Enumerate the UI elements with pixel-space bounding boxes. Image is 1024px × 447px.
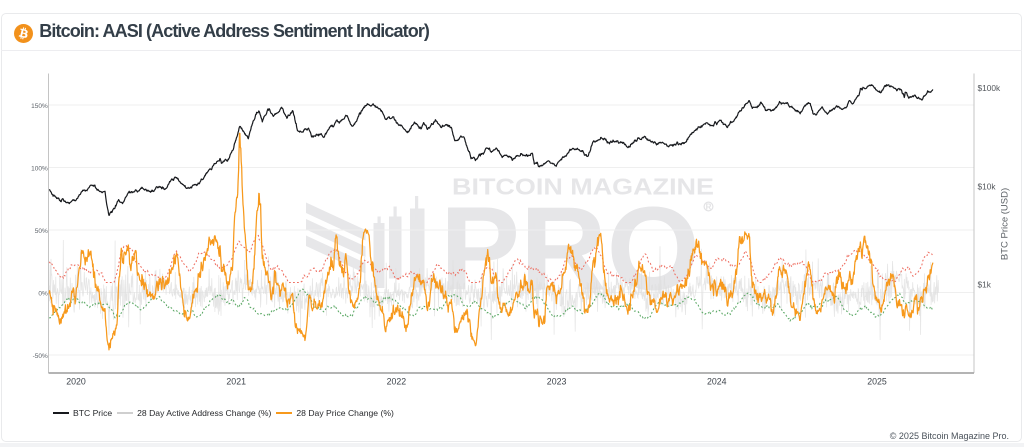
svg-text:2023: 2023 bbox=[547, 377, 567, 387]
svg-text:2021: 2021 bbox=[226, 377, 246, 387]
svg-text:2025: 2025 bbox=[867, 377, 887, 387]
svg-text:100%: 100% bbox=[31, 165, 48, 172]
svg-text:0%: 0% bbox=[38, 290, 48, 297]
svg-text:2020: 2020 bbox=[66, 377, 86, 387]
svg-text:$100k: $100k bbox=[978, 83, 1001, 93]
svg-text:-50%: -50% bbox=[33, 353, 48, 360]
svg-text:R: R bbox=[706, 203, 712, 212]
svg-text:BTC Price (USD): BTC Price (USD) bbox=[999, 188, 1010, 260]
svg-text:50%: 50% bbox=[35, 228, 48, 235]
svg-text:150%: 150% bbox=[31, 103, 48, 110]
svg-text:$1k: $1k bbox=[978, 280, 992, 290]
svg-text:2024: 2024 bbox=[707, 377, 727, 387]
svg-text:BITCOIN MAGAZINE: BITCOIN MAGAZINE bbox=[452, 174, 714, 200]
svg-text:2022: 2022 bbox=[387, 377, 407, 387]
svg-text:$10k: $10k bbox=[978, 181, 997, 191]
